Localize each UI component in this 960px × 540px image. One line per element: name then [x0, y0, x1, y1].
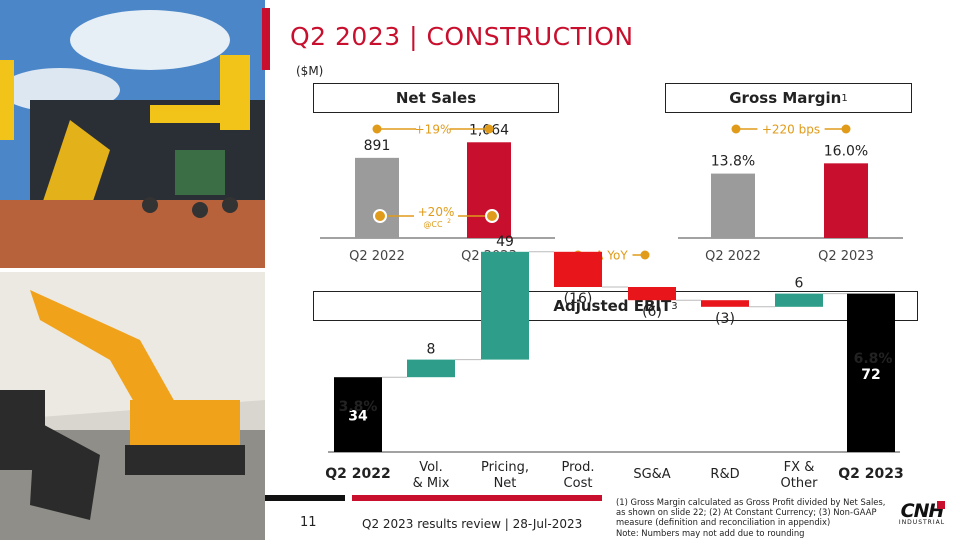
ebit-category-2-line-1: Net: [494, 476, 517, 491]
ebit-bar-5: [701, 300, 749, 307]
ebit-category-0-line-0: Q2 2022: [325, 466, 390, 482]
footer-rule-red: [352, 495, 602, 501]
yoy-legend-label: Δ YoY: [595, 249, 628, 263]
gross-margin-yoy-label-bg: [757, 121, 825, 137]
ebit-value-label-3: (16): [564, 291, 593, 307]
net-sales-yoy-dot-start: [372, 124, 382, 134]
adjusted-ebit-footnote-marker: 3: [671, 300, 678, 312]
ebit-category-5-line-0: R&D: [710, 467, 739, 482]
ebit-margin-end: 6.8%: [854, 351, 893, 367]
logo-dot: [937, 501, 945, 509]
page-number: 11: [300, 515, 317, 530]
gross-margin-bar-1: [824, 163, 868, 238]
logo-text: CNH: [900, 500, 945, 522]
ebit-bar-4: [628, 287, 676, 301]
ebit-bar-2: [481, 251, 529, 360]
net-sales-value-label-0: 891: [364, 138, 391, 154]
cnh-logo: CNH INDUSTRIAL: [893, 500, 951, 526]
photo-panel: [0, 0, 265, 540]
ebit-category-3-line-0: Prod.: [561, 460, 594, 475]
ebit-value-label-4: (6): [642, 304, 662, 320]
ebit-bar-0: [334, 377, 382, 452]
logo-subtext: INDUSTRIAL: [898, 519, 946, 526]
rounding-note: Note: Numbers may not add due to roundin…: [616, 528, 805, 538]
footnotes: (1) Gross Margin calculated as Gross Pro…: [616, 497, 886, 527]
gross-margin-category-0: Q2 2022: [705, 249, 761, 264]
ebit-category-1-line-1: & Mix: [413, 476, 450, 491]
net-sales-cc-dot-start: [373, 209, 387, 223]
ebit-value-label-5: (3): [715, 311, 735, 327]
footer-rule-black: [265, 495, 345, 501]
ebit-margin-start: 3.8%: [339, 399, 378, 415]
title-accent-bar: [262, 8, 270, 70]
ebit-bar-6: [775, 293, 823, 307]
net-sales-category-0: Q2 2022: [349, 249, 405, 264]
footer-text: Q2 2023 results review | 28-Jul-2023: [362, 517, 583, 531]
net-sales-cc-sup: 2: [447, 218, 451, 225]
net-sales-yoy-label: +19%: [415, 123, 452, 137]
net-sales-cc-label-bg: [414, 203, 458, 229]
ebit-category-4-line-0: SG&A: [633, 467, 670, 482]
ebit-bar-3: [554, 251, 602, 287]
ebit-value-label-1: 8: [427, 342, 436, 358]
net-sales-bar-0: [355, 157, 399, 238]
ebit-category-1-line-0: Vol.: [419, 460, 443, 475]
net-sales-bar-1: [467, 142, 511, 238]
ebit-bar-7: [847, 293, 895, 452]
event-photos: [0, 0, 265, 540]
net-sales-cc-label: +20%: [418, 205, 455, 219]
ebit-value-label-0: 34: [348, 409, 368, 425]
gross-margin-yoy-dot-end: [841, 124, 851, 134]
ebit-bar-1: [407, 359, 455, 378]
gross-margin-title-text: Gross Margin: [729, 89, 842, 107]
ebit-category-3-line-1: Cost: [564, 476, 593, 491]
gross-margin-footnote-marker: 1: [841, 92, 848, 104]
gross-margin-yoy-dot-start: [731, 124, 741, 134]
ebit-category-6-line-0: FX &: [784, 460, 815, 475]
ebit-category-6-line-1: Other: [781, 476, 819, 491]
ebit-value-label-2: 49: [496, 234, 514, 250]
adjusted-ebit-title-text: Adjusted EBIT: [553, 297, 672, 315]
gross-margin-bar-0: [711, 173, 755, 238]
ebit-category-7-line-0: Q2 2023: [838, 466, 903, 482]
net-sales-cc-note: @CC: [423, 220, 443, 229]
gross-margin-category-1: Q2 2023: [818, 249, 874, 264]
net-sales-cc-dot-end: [485, 209, 499, 223]
unit-label: ($M): [296, 64, 324, 78]
gross-margin-yoy-label: +220 bps: [762, 123, 820, 137]
net-sales-yoy-label-bg: [416, 121, 450, 137]
slide-title: Q2 2023 | CONSTRUCTION: [290, 22, 634, 51]
net-sales-title-text: Net Sales: [395, 89, 477, 107]
yoy-legend-dot-end: [640, 250, 650, 260]
ebit-value-label-7: 72: [861, 367, 880, 383]
gross-margin-value-label-0: 13.8%: [711, 154, 755, 170]
gross-margin-value-label-1: 16.0%: [824, 143, 868, 159]
net-sales-title: Net Sales: [313, 83, 559, 113]
ebit-category-2-line-0: Pricing,: [481, 460, 529, 475]
ebit-value-label-6: 6: [795, 276, 804, 292]
gross-margin-title: Gross Margin 1: [665, 83, 912, 113]
net-sales-yoy-dot-end: [484, 124, 494, 134]
